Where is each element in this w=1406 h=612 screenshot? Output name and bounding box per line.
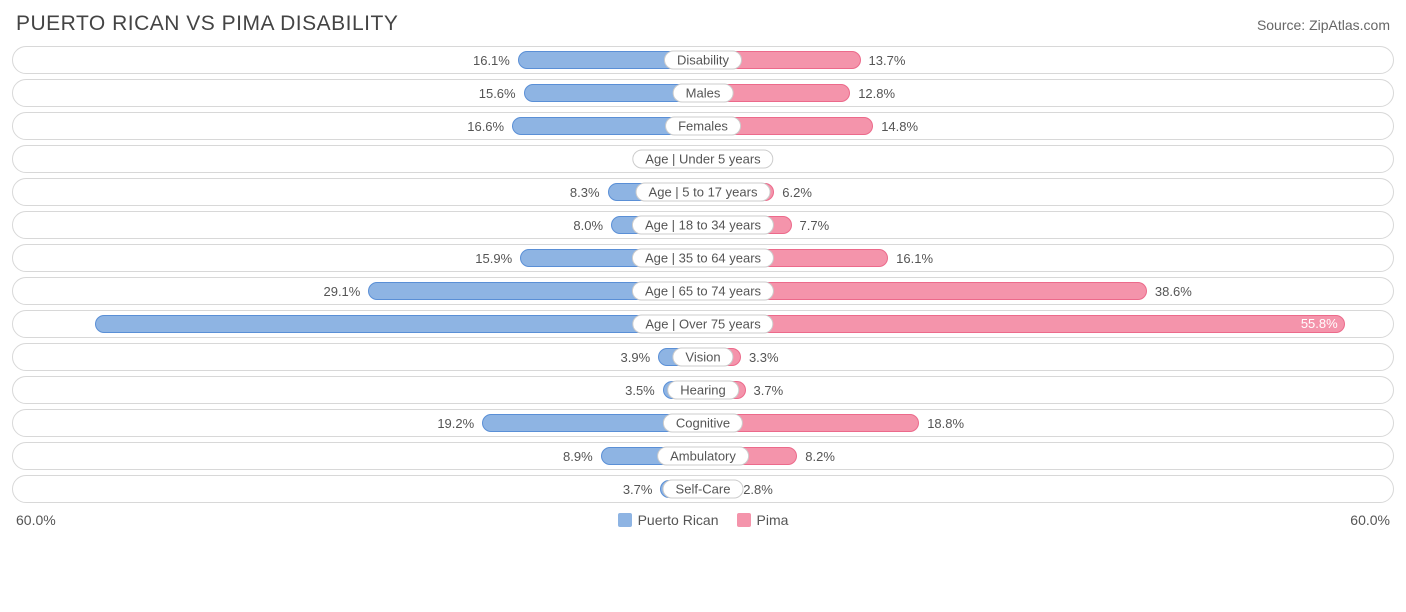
value-label-right: 2.8%	[743, 482, 773, 497]
value-label-right: 38.6%	[1155, 284, 1192, 299]
chart-row: 16.1% 13.7% Disability	[12, 46, 1394, 74]
category-label: Self-Care	[663, 480, 744, 499]
legend-label-right: Pima	[757, 512, 789, 528]
value-label-left: 8.9%	[563, 449, 593, 464]
chart-row: 1.7%1.1%Age | Under 5 years	[12, 145, 1394, 173]
value-label-right: 13.7%	[869, 53, 906, 68]
chart-source: Source: ZipAtlas.com	[1257, 17, 1390, 33]
category-label: Males	[673, 84, 734, 103]
value-label-right: 16.1%	[896, 251, 933, 266]
chart-title: PUERTO RICAN VS PIMA DISABILITY	[16, 12, 398, 36]
category-label: Age | 35 to 64 years	[632, 249, 774, 268]
value-label-left: 19.2%	[437, 416, 474, 431]
chart-row: 3.9% 3.3% Vision	[12, 343, 1394, 371]
value-label-left: 15.6%	[479, 86, 516, 101]
value-label-left: 16.6%	[467, 119, 504, 134]
legend-item-left: Puerto Rican	[618, 512, 719, 528]
category-label: Vision	[672, 348, 733, 367]
legend: Puerto Rican Pima	[76, 512, 1330, 528]
chart-row: 16.6% 14.8% Females	[12, 112, 1394, 140]
value-label-left: 29.1%	[323, 284, 360, 299]
category-label: Cognitive	[663, 414, 743, 433]
category-label: Age | 5 to 17 years	[636, 183, 771, 202]
value-label-right: 7.7%	[800, 218, 830, 233]
value-label-left: 16.1%	[473, 53, 510, 68]
value-label-left: 15.9%	[475, 251, 512, 266]
axis-max-left: 60.0%	[16, 512, 76, 528]
value-label-right: 8.2%	[805, 449, 835, 464]
value-label-left: 3.9%	[621, 350, 651, 365]
chart-row: 3.5% 3.7% Hearing	[12, 376, 1394, 404]
value-label-left: 3.7%	[623, 482, 653, 497]
value-label-left: 8.0%	[573, 218, 603, 233]
value-label-right: 55.8%	[1301, 316, 1338, 331]
legend-item-right: Pima	[737, 512, 789, 528]
value-label-right: 12.8%	[858, 86, 895, 101]
chart-row: 15.6% 12.8% Males	[12, 79, 1394, 107]
category-label: Age | 65 to 74 years	[632, 282, 774, 301]
category-label: Disability	[664, 51, 742, 70]
value-label-left: 3.5%	[625, 383, 655, 398]
chart-row: 52.9% 55.8% Age | Over 75 years	[12, 310, 1394, 338]
legend-swatch-right	[737, 513, 751, 527]
category-label: Age | Under 5 years	[632, 150, 773, 169]
value-label-right: 6.2%	[782, 185, 812, 200]
diverging-bar-chart: 16.1% 13.7% Disability 15.6% 12.8% Males 16.6%…	[12, 46, 1394, 503]
value-label-left: 8.3%	[570, 185, 600, 200]
chart-row: 8.3% 6.2% Age | 5 to 17 years	[12, 178, 1394, 206]
chart-row: 8.9% 8.2% Ambulatory	[12, 442, 1394, 470]
category-label: Ambulatory	[657, 447, 749, 466]
chart-row: 19.2% 18.8% Cognitive	[12, 409, 1394, 437]
bar-left: 52.9%	[95, 315, 703, 333]
value-label-right: 3.7%	[754, 383, 784, 398]
category-label: Females	[665, 117, 741, 136]
axis-max-right: 60.0%	[1330, 512, 1390, 528]
category-label: Age | Over 75 years	[632, 315, 773, 334]
category-label: Hearing	[667, 381, 739, 400]
legend-swatch-left	[618, 513, 632, 527]
chart-row: 8.0% 7.7% Age | 18 to 34 years	[12, 211, 1394, 239]
chart-row: 3.7% 2.8%Self-Care	[12, 475, 1394, 503]
legend-label-left: Puerto Rican	[638, 512, 719, 528]
value-label-right: 18.8%	[927, 416, 964, 431]
chart-row: 29.1% 38.6% Age | 65 to 74 years	[12, 277, 1394, 305]
chart-header: PUERTO RICAN VS PIMA DISABILITY Source: …	[12, 8, 1394, 46]
bar-right: 55.8%	[703, 315, 1345, 333]
chart-footer: 60.0% Puerto Rican Pima 60.0%	[12, 508, 1394, 528]
value-label-right: 3.3%	[749, 350, 779, 365]
category-label: Age | 18 to 34 years	[632, 216, 774, 235]
value-label-right: 14.8%	[881, 119, 918, 134]
chart-row: 15.9% 16.1% Age | 35 to 64 years	[12, 244, 1394, 272]
